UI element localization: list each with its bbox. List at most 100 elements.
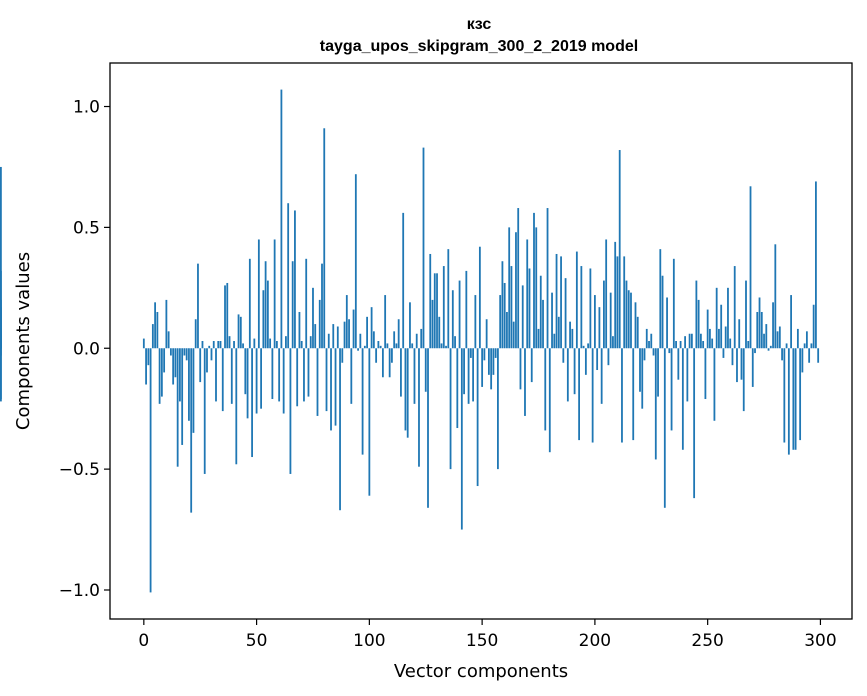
x-axis-ticks: 0 50 100 150 200 250 300	[138, 619, 837, 651]
bar-39	[230, 348, 233, 404]
bar-13	[172, 348, 175, 385]
bar-19	[185, 348, 188, 361]
bar-undefined	[0, 270, 2, 349]
bar-80	[323, 128, 326, 349]
bar-196	[584, 348, 587, 375]
bar-168	[521, 285, 524, 349]
bar-241	[686, 348, 689, 402]
bar-40	[233, 341, 235, 349]
bar-190	[571, 328, 574, 349]
bar-197	[587, 343, 590, 349]
bar-126	[427, 348, 429, 508]
bar-281	[776, 331, 779, 349]
bar-214	[625, 280, 628, 349]
bar-267	[745, 280, 747, 349]
bar-271	[754, 348, 756, 354]
bar-231	[663, 348, 666, 508]
bar-182	[553, 333, 556, 349]
x-tick-label: 0	[138, 631, 149, 651]
bar-250	[706, 309, 709, 349]
bar-237	[677, 348, 680, 380]
bar-153	[487, 348, 490, 375]
bar-277	[767, 348, 770, 351]
bar-135	[447, 249, 450, 349]
bar-47	[248, 258, 251, 349]
bar-9	[163, 348, 166, 373]
bar-129	[433, 273, 436, 349]
bar-111	[393, 331, 396, 349]
bar-172	[530, 348, 533, 383]
bar-238	[679, 341, 682, 349]
bar-8	[160, 348, 163, 397]
bar-150	[481, 348, 484, 387]
bar-165	[515, 232, 517, 349]
bar-undefined	[0, 328, 2, 349]
bar-192	[575, 251, 578, 349]
bar-18	[183, 348, 186, 356]
bar-96	[359, 333, 362, 349]
bar-188	[566, 348, 569, 402]
bar-24	[197, 263, 199, 349]
bar-108	[386, 343, 389, 349]
bar-170	[526, 239, 529, 349]
bar-181	[551, 292, 553, 349]
bar-160	[503, 282, 506, 349]
bar-85	[334, 348, 337, 426]
bar-158	[499, 295, 502, 349]
bar-119	[411, 343, 414, 349]
y-tick-label: 0.5	[73, 218, 100, 238]
bar-265	[740, 348, 743, 380]
bar-23	[194, 319, 197, 349]
bar-26	[201, 341, 204, 349]
bar-124	[422, 147, 425, 349]
bar-266	[742, 348, 745, 412]
bar-264	[738, 319, 741, 349]
bar-29	[208, 345, 211, 349]
bar-254	[715, 287, 718, 349]
bar-286	[787, 348, 790, 455]
bar-91	[348, 319, 350, 349]
bar-222	[643, 348, 646, 361]
bar-245	[695, 280, 698, 349]
bar-280	[774, 244, 777, 349]
x-tick-label: 150	[466, 631, 498, 651]
bar-109	[388, 348, 391, 378]
bar-98	[363, 345, 366, 349]
bar-116	[404, 348, 407, 431]
bar-105	[379, 345, 382, 349]
bar-54	[264, 261, 267, 349]
bar-276	[765, 324, 768, 349]
bar-199	[591, 348, 594, 443]
bar-275	[763, 333, 765, 349]
bar-6	[156, 311, 159, 349]
bar-157	[497, 348, 499, 470]
bar-229	[659, 249, 662, 349]
bar-66	[291, 261, 294, 349]
bar-248	[702, 341, 705, 349]
bar-58	[273, 239, 276, 349]
bar-205	[605, 239, 608, 349]
bar-256	[720, 304, 723, 349]
x-tick-label: 200	[579, 631, 611, 651]
x-tick-label: 100	[353, 631, 385, 651]
bar-290	[796, 328, 799, 349]
bar-191	[573, 348, 576, 395]
bar-240	[684, 336, 686, 349]
bar-104	[377, 341, 380, 349]
bar-144	[467, 348, 470, 404]
bar-undefined	[0, 166, 2, 349]
bar-73	[307, 348, 310, 397]
bar-159	[501, 261, 504, 349]
bar-50	[255, 348, 258, 414]
bar-255	[718, 328, 720, 349]
bar-81	[325, 348, 328, 412]
bar-27	[203, 348, 206, 474]
bar-167	[519, 348, 522, 390]
bar-278	[769, 345, 772, 349]
bar-46	[246, 348, 249, 419]
bar-78	[318, 299, 321, 349]
bar-53	[262, 290, 265, 349]
bar-166	[517, 208, 520, 349]
bar-93	[352, 309, 355, 349]
bar-208	[612, 336, 614, 349]
